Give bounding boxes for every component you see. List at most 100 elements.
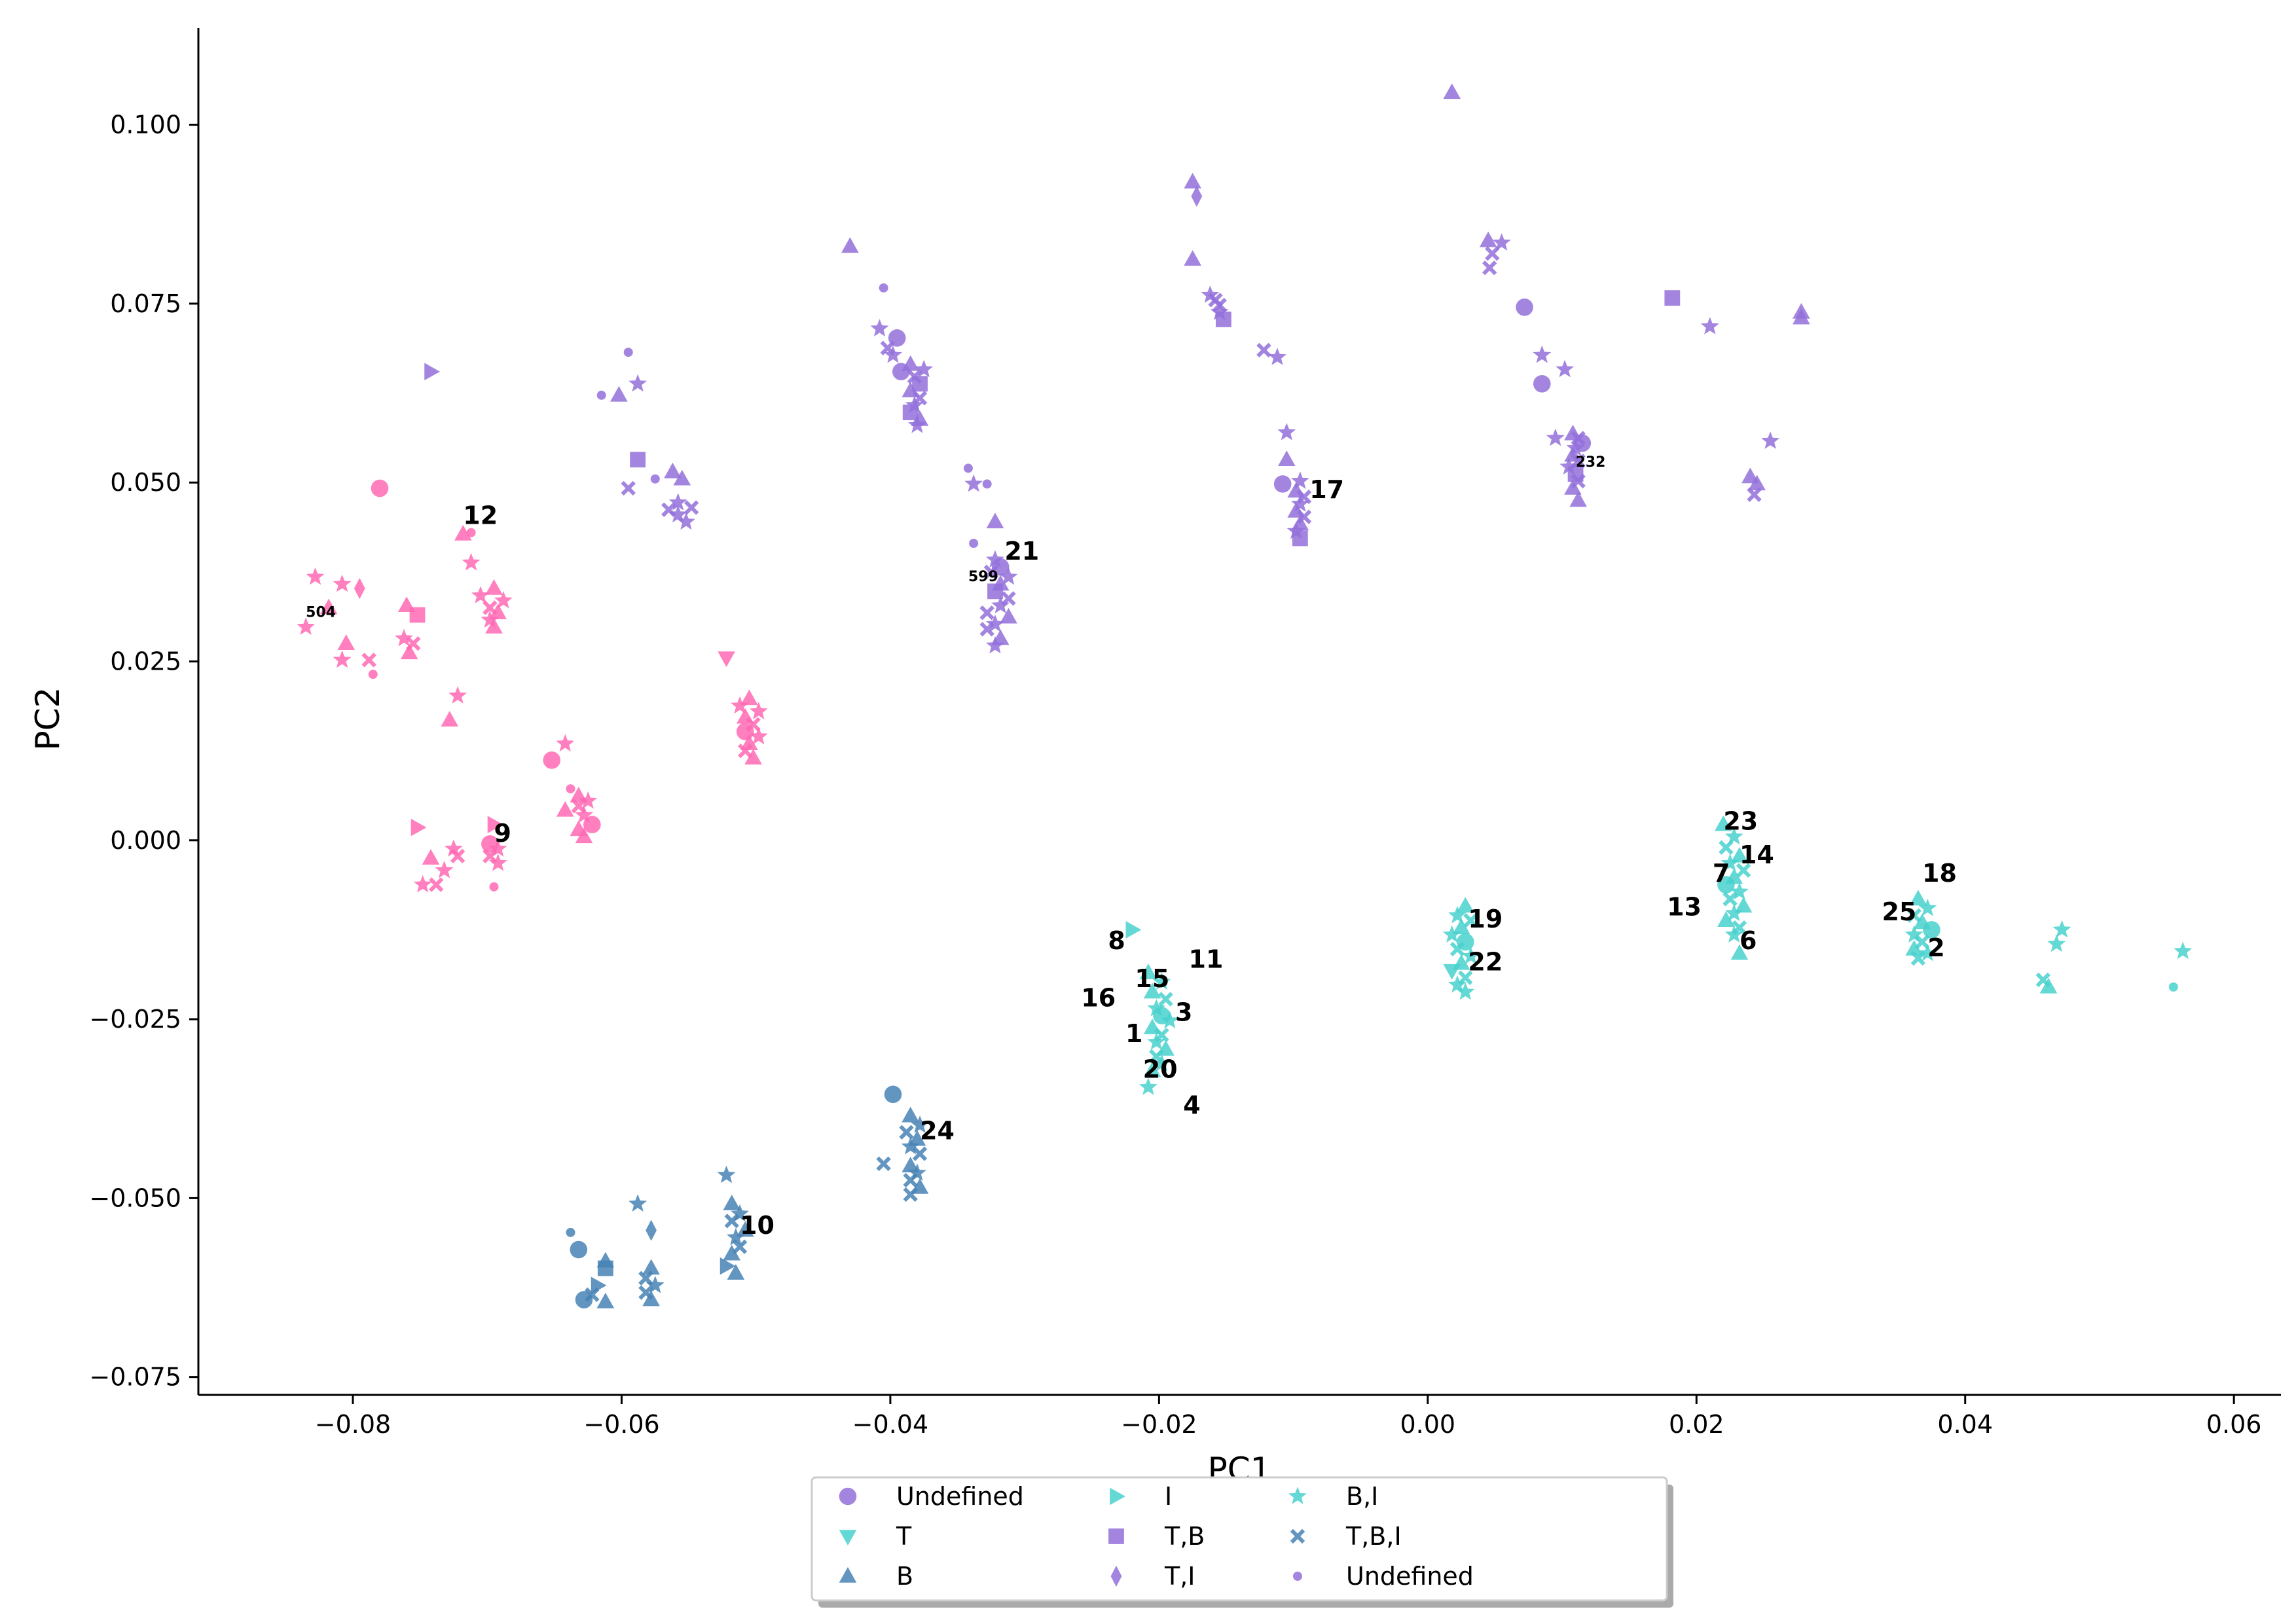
data-point <box>717 1165 736 1183</box>
data-point <box>983 564 999 580</box>
data-point <box>642 1290 660 1307</box>
data-point <box>723 1195 741 1210</box>
y-tick-label: 0.100 <box>110 111 181 139</box>
data-point <box>991 596 1010 614</box>
data-point <box>1736 863 1751 878</box>
y-ticks: −0.075 −0.050 −0.025 0.000 0.025 0.050 0.075 0.… <box>89 111 198 1392</box>
cluster-label: 12 <box>463 501 498 530</box>
cluster-label: 3 <box>1175 998 1192 1026</box>
legend: Undefined TB I T,B T,I B,I T,B,I Undefined <box>811 1476 1673 1608</box>
cluster-label: 20 <box>1143 1055 1178 1084</box>
legend-label: Undefined <box>1346 1562 1474 1591</box>
data-point <box>1458 970 1473 985</box>
data-point <box>736 723 754 740</box>
data-point <box>986 550 1004 568</box>
data-point <box>1793 308 1810 325</box>
legend-marker <box>1293 1572 1302 1581</box>
data-point <box>1734 897 1753 913</box>
data-point <box>441 711 459 727</box>
data-point <box>566 1227 575 1237</box>
data-point <box>494 590 513 609</box>
data-point <box>570 1240 588 1259</box>
data-point <box>1292 530 1308 547</box>
data-point <box>1278 450 1296 466</box>
cluster-label: 10 <box>740 1211 774 1240</box>
data-point <box>668 493 687 511</box>
data-point <box>466 528 476 537</box>
data-point <box>905 395 924 413</box>
data-point <box>673 469 691 486</box>
data-point <box>915 359 934 378</box>
data-point <box>999 567 1018 585</box>
data-point <box>740 689 758 706</box>
data-point <box>911 1115 929 1133</box>
data-point <box>2047 934 2066 952</box>
data-point <box>1001 591 1016 606</box>
data-point <box>1724 925 1743 943</box>
data-point <box>629 374 647 392</box>
scatter-points <box>297 83 2193 1308</box>
data-point <box>912 1146 928 1161</box>
data-point <box>575 1291 593 1308</box>
data-point <box>1143 1061 1161 1077</box>
data-point <box>1210 302 1229 320</box>
data-point <box>368 670 378 679</box>
data-point <box>986 636 1004 654</box>
data-point <box>1748 475 1766 491</box>
cluster-label: 2 <box>1927 933 1944 962</box>
data-point <box>429 877 444 892</box>
data-point <box>1923 921 1941 939</box>
data-point <box>982 479 992 489</box>
data-point <box>912 376 928 392</box>
data-point <box>731 1204 749 1222</box>
cluster-label: 4 <box>1183 1091 1200 1119</box>
data-point <box>1449 941 1465 957</box>
data-point <box>2168 982 2178 992</box>
data-point <box>623 348 633 357</box>
data-point <box>1256 342 1271 358</box>
data-point <box>488 854 507 871</box>
data-point <box>1125 921 1142 939</box>
data-point <box>899 1125 914 1140</box>
data-point <box>683 500 699 515</box>
axes <box>197 28 2281 1396</box>
data-point <box>444 839 463 857</box>
data-point <box>1191 185 1203 208</box>
data-point <box>597 1260 613 1276</box>
data-point <box>487 816 503 834</box>
data-point <box>646 1219 657 1241</box>
data-point <box>435 861 454 878</box>
data-point <box>1290 494 1309 512</box>
data-point <box>1918 898 1937 916</box>
data-point <box>642 1259 660 1275</box>
cluster-label: 232 <box>1576 454 1606 471</box>
x-tick-label: −0.04 <box>852 1410 928 1439</box>
data-point <box>1290 471 1309 489</box>
legend-items: Undefined TB I T,B T,I B,I T,B,I Undefined <box>839 1482 1474 1591</box>
data-point <box>395 628 413 647</box>
cluster-label: 23 <box>1723 806 1758 835</box>
data-point <box>1700 317 1719 334</box>
data-point <box>371 479 389 497</box>
data-point <box>450 848 465 864</box>
data-point <box>908 416 926 433</box>
data-point <box>610 386 628 402</box>
data-point <box>1485 246 1500 261</box>
data-point <box>1000 607 1017 624</box>
data-point <box>1719 840 1734 855</box>
data-point <box>1559 457 1578 475</box>
data-point <box>1158 992 1173 1007</box>
cluster-label: 15 <box>1135 964 1169 993</box>
data-point <box>841 237 859 253</box>
x-tick-label: −0.08 <box>315 1410 391 1439</box>
data-point <box>1456 897 1474 913</box>
data-point <box>1556 359 1575 378</box>
data-point <box>987 583 1003 600</box>
data-point <box>1564 478 1582 495</box>
data-point <box>1286 521 1305 539</box>
data-point <box>638 1271 653 1286</box>
data-point <box>1761 431 1780 449</box>
data-point <box>1730 944 1749 960</box>
data-point <box>1724 827 1743 845</box>
data-point <box>749 727 768 745</box>
